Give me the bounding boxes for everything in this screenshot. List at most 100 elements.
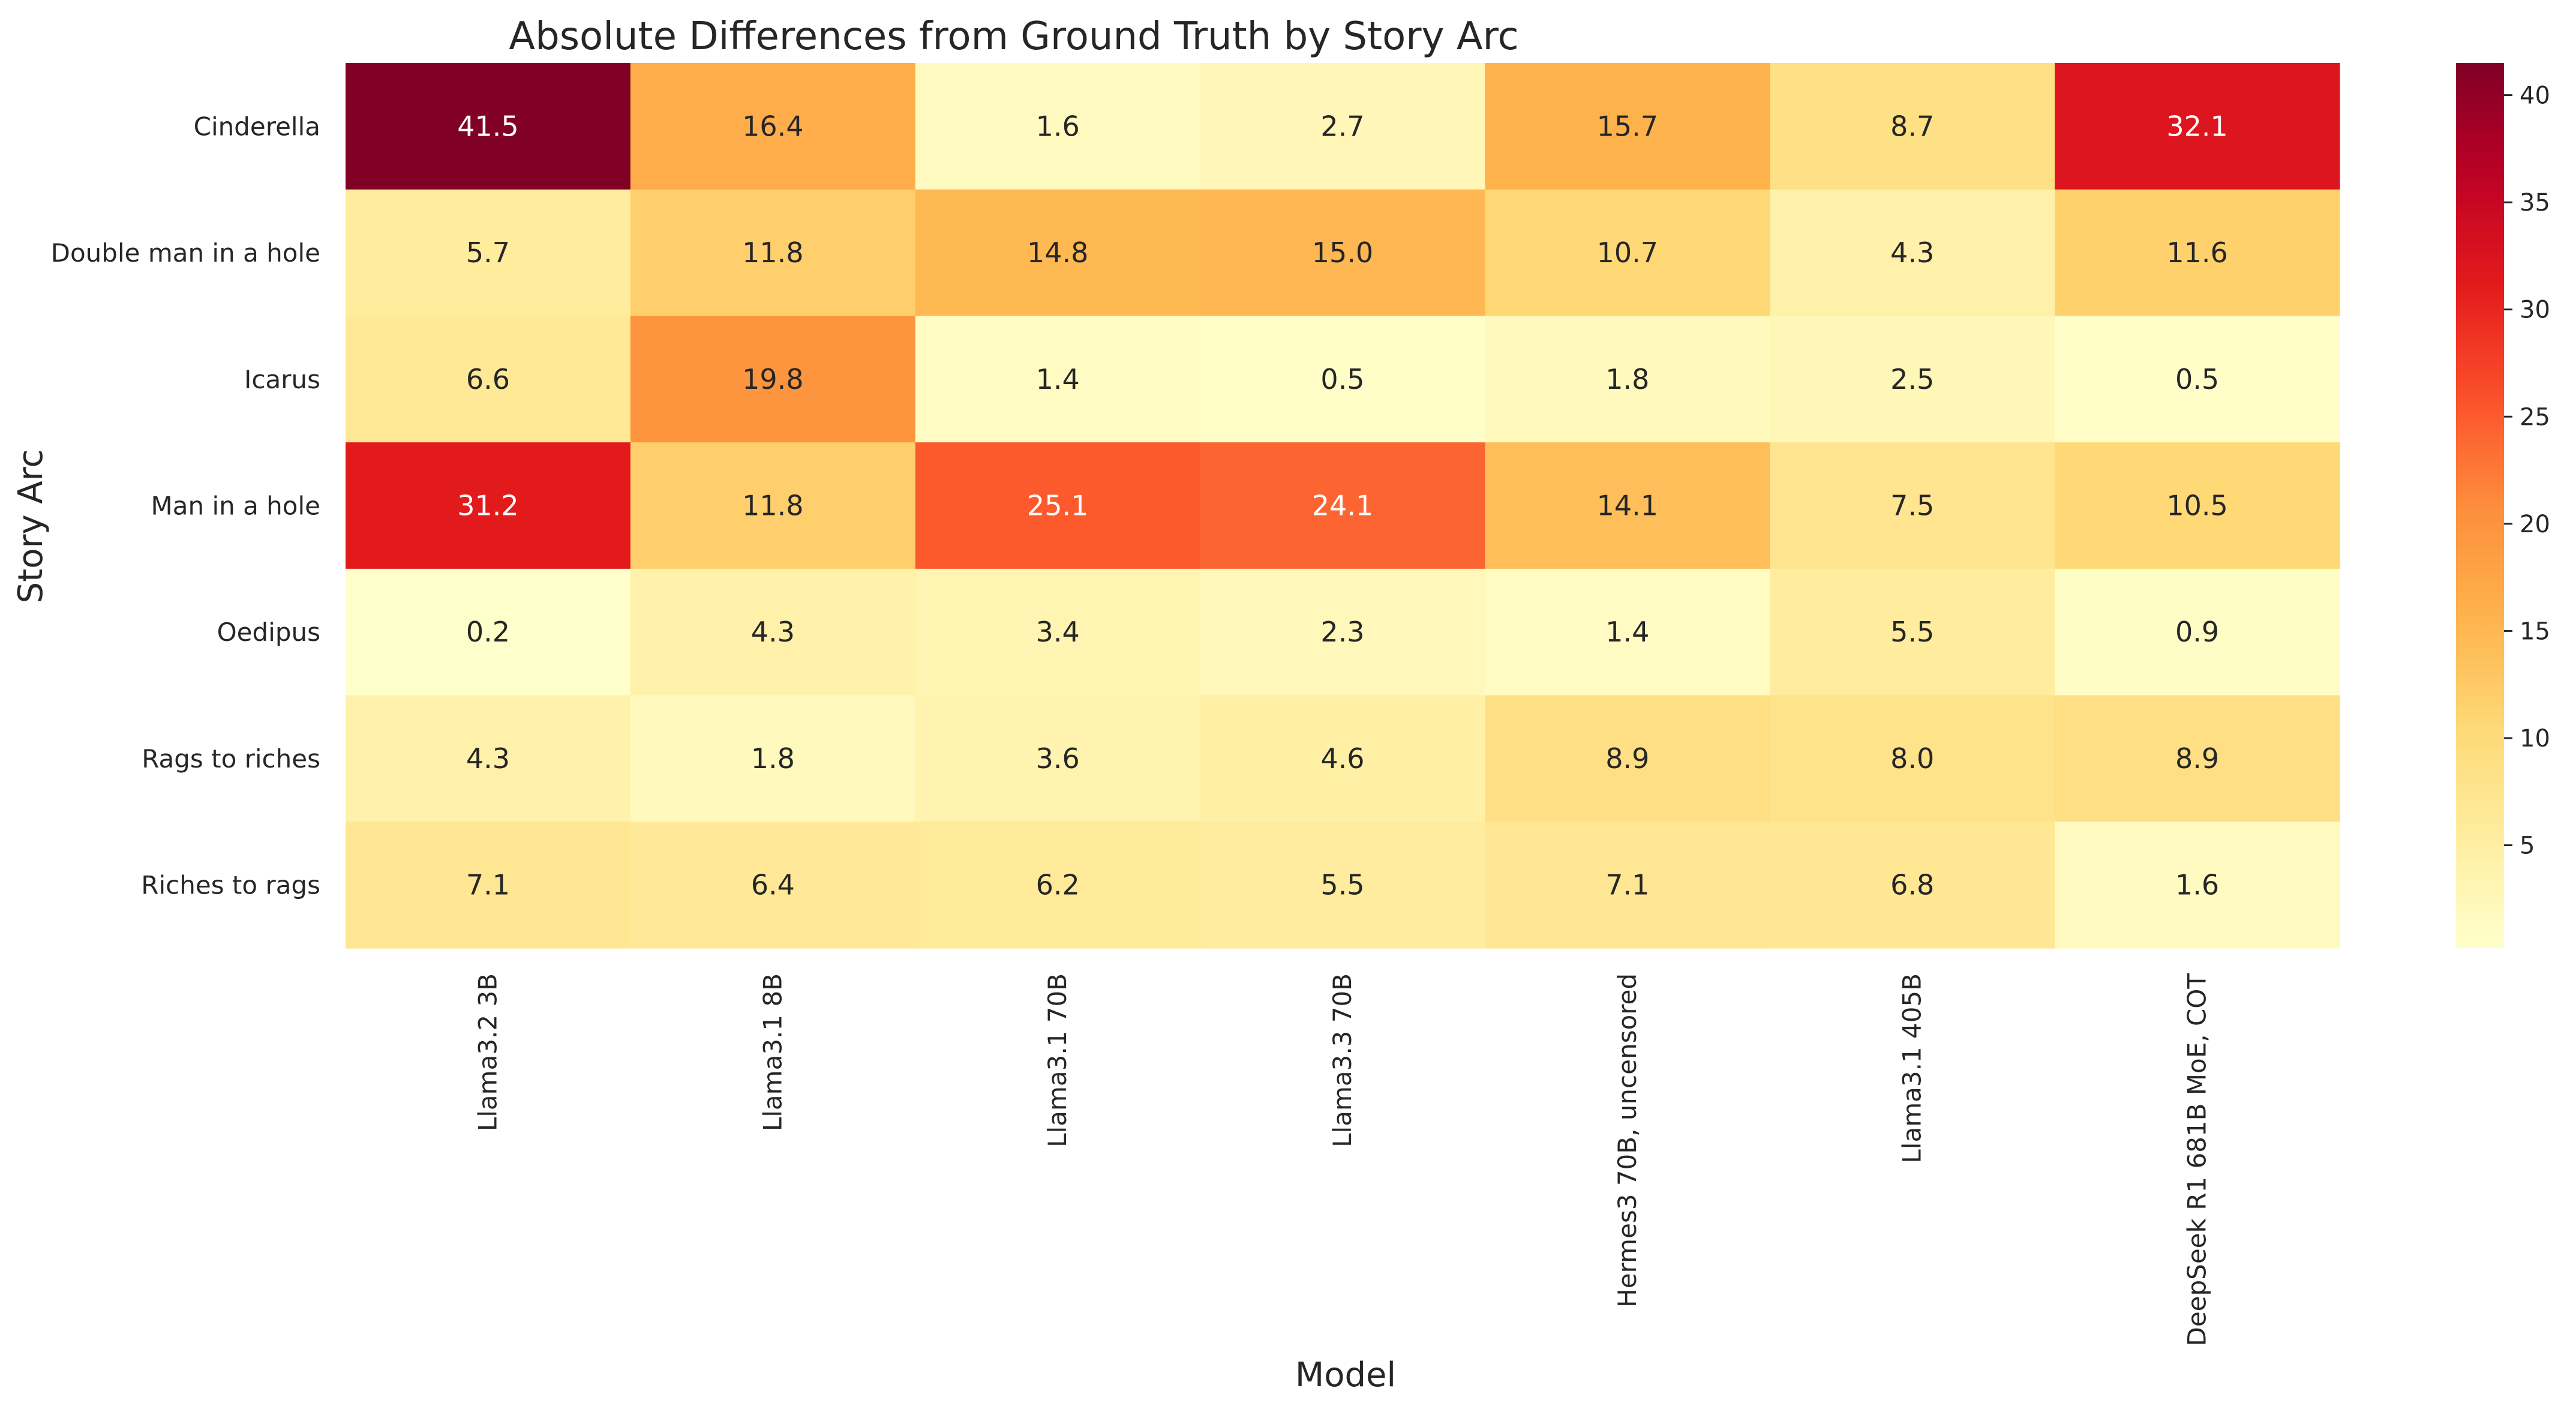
- cell-value-label: 1.4: [1036, 363, 1080, 395]
- heatmap-cell: [2055, 822, 2340, 949]
- row-tick-labels: Cinderella Double man in a hole Icarus Man …: [51, 112, 320, 900]
- colorbar-tick-label: 40: [2520, 82, 2550, 110]
- heatmap-cell: [915, 822, 1201, 949]
- cell-value-label: 14.1: [1597, 490, 1658, 522]
- heatmap-cell: [1770, 189, 2055, 317]
- heatmap-cell: [1485, 822, 1770, 949]
- cell-value-label: 3.6: [1036, 742, 1080, 775]
- cell-value-label: 0.5: [2175, 363, 2219, 395]
- cell-value-label: 25.1: [1027, 490, 1088, 522]
- heatmap-cell-labels: 41.5 16.4 1.6 2.7 15.7 8.7 32.1 5.7 11.8 14.8 15.0…: [457, 110, 2228, 901]
- heatmap-cell: [1770, 63, 2055, 190]
- cell-value-label: 7.1: [466, 869, 510, 901]
- heatmap-cell: [630, 695, 916, 822]
- chart-title: Absolute Differences from Ground Truth b…: [509, 14, 1518, 59]
- cell-value-label: 2.5: [1890, 363, 1934, 395]
- cell-value-label: 32.1: [2166, 110, 2227, 142]
- colorbar-tick-label: 10: [2520, 725, 2550, 753]
- heatmap-cell: [1770, 316, 2055, 443]
- heatmap-cell: [346, 442, 631, 569]
- colorbar-tick-label: 15: [2520, 617, 2550, 645]
- heatmap-cell: [346, 695, 631, 822]
- heatmap-cell: [915, 316, 1201, 443]
- heatmap-cell: [1200, 568, 1486, 696]
- row-tick-label: Cinderella: [194, 112, 320, 141]
- cell-value-label: 6.8: [1890, 869, 1934, 901]
- colorbar-tick-label: 5: [2520, 832, 2535, 860]
- heatmap-cell: [1485, 189, 1770, 317]
- heatmap-cell: [1485, 695, 1770, 822]
- row-tick-label: Oedipus: [217, 617, 320, 647]
- heatmap-cell: [1200, 189, 1486, 317]
- cell-value-label: 7.5: [1890, 490, 1934, 522]
- heatmap-cell: [346, 63, 631, 190]
- heatmap-cell: [1485, 442, 1770, 569]
- cell-value-label: 10.7: [1597, 236, 1658, 269]
- cell-value-label: 0.2: [466, 616, 510, 648]
- column-tick-label: Llama3.1 70B: [1043, 973, 1072, 1147]
- heatmap-cell: [2055, 695, 2340, 822]
- column-tick-label: Llama3.1 405B: [1898, 973, 1927, 1164]
- cell-value-label: 4.6: [1320, 742, 1364, 775]
- colorbar-tick-label: 35: [2520, 189, 2550, 217]
- heatmap-cell: [1770, 442, 2055, 569]
- row-tick-label: Double man in a hole: [51, 238, 320, 268]
- heatmap-cell: [915, 442, 1201, 569]
- cell-value-label: 10.5: [2166, 490, 2227, 522]
- heatmap-cell: [630, 63, 916, 190]
- heatmap-cell: [915, 189, 1201, 317]
- y-axis-label: Story Arc: [11, 449, 50, 604]
- heatmap-cell: [2055, 568, 2340, 696]
- heatmap-cell: [630, 189, 916, 317]
- heatmap-cell: [630, 442, 916, 569]
- colorbar-ticks: 5 10 15 20 25 30 35 40: [2504, 82, 2550, 860]
- colorbar-tick-label: 20: [2520, 511, 2550, 538]
- heatmap-cell: [1200, 442, 1486, 569]
- colorbar-gradient: [2456, 63, 2504, 948]
- cell-value-label: 1.6: [2175, 869, 2219, 901]
- colorbar: 5 10 15 20 25 30 35 40: [2456, 63, 2550, 948]
- cell-value-label: 14.8: [1027, 236, 1088, 269]
- cell-value-label: 8.9: [1605, 742, 1649, 775]
- cell-value-label: 41.5: [457, 110, 518, 142]
- column-tick-label: Llama3.2 3B: [473, 973, 502, 1131]
- heatmap-cell: [915, 695, 1201, 822]
- cell-value-label: 11.8: [742, 236, 803, 269]
- cell-value-label: 6.6: [466, 363, 510, 395]
- colorbar-tick-label: 30: [2520, 296, 2550, 324]
- heatmap-cell: [1200, 316, 1486, 443]
- cell-value-label: 7.1: [1605, 869, 1649, 901]
- heatmap-cell: [1200, 63, 1486, 190]
- heatmap-cell: [1485, 63, 1770, 190]
- cell-value-label: 5.5: [1890, 616, 1934, 648]
- cell-value-label: 2.3: [1320, 616, 1364, 648]
- cell-value-label: 15.0: [1312, 236, 1373, 269]
- heatmap-cell: [2055, 63, 2340, 190]
- cell-value-label: 24.1: [1312, 490, 1373, 522]
- heatmap-cell: [1770, 822, 2055, 949]
- cell-value-label: 1.4: [1605, 616, 1649, 648]
- cell-value-label: 8.7: [1890, 110, 1934, 142]
- heatmap-cell: [346, 822, 631, 949]
- cell-value-label: 0.9: [2175, 616, 2219, 648]
- cell-value-label: 4.3: [751, 616, 795, 648]
- colorbar-tick-label: 25: [2520, 403, 2550, 431]
- heatmap-cell: [915, 63, 1201, 190]
- cell-value-label: 1.6: [1036, 110, 1080, 142]
- heatmap-cell: [1485, 568, 1770, 696]
- heatmap-cell: [630, 568, 916, 696]
- column-tick-label: Llama3.3 70B: [1328, 973, 1357, 1147]
- cell-value-label: 8.9: [2175, 742, 2219, 775]
- cell-value-label: 6.4: [751, 869, 795, 901]
- cell-value-label: 11.6: [2166, 236, 2227, 269]
- heatmap-cell: [1770, 695, 2055, 822]
- cell-value-label: 11.8: [742, 490, 803, 522]
- cell-value-label: 1.8: [751, 742, 795, 775]
- row-tick-label: Man in a hole: [151, 491, 321, 521]
- heatmap-cell: [1200, 695, 1486, 822]
- heatmap-cell: [346, 189, 631, 317]
- column-tick-label: DeepSeek R1 681B MoE, COT: [2182, 973, 2212, 1347]
- cell-value-label: 16.4: [742, 110, 803, 142]
- cell-value-label: 31.2: [457, 490, 518, 522]
